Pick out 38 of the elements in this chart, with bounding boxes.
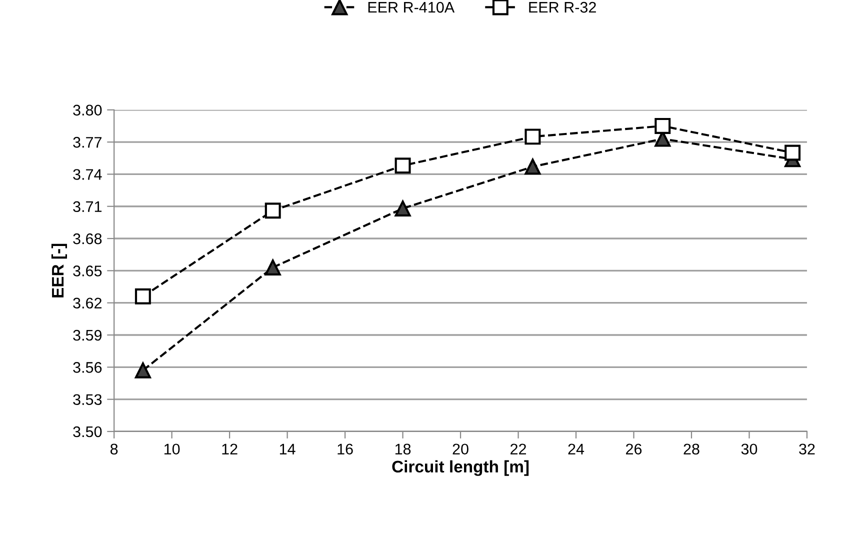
x-tick-label: 18 <box>395 444 411 455</box>
x-axis-title: Circuit length [m] <box>392 460 529 476</box>
point <box>654 118 671 134</box>
y-tick-label: 3.77 <box>73 136 102 148</box>
y-tick-label: 3.80 <box>73 104 102 116</box>
x-tick-label: 32 <box>799 444 815 455</box>
y-tick-label: 3.68 <box>73 233 102 244</box>
point <box>524 128 541 145</box>
legend-label: EER R-32 <box>529 2 596 13</box>
point <box>524 158 541 175</box>
y-tick-label: 3.56 <box>73 362 102 373</box>
point <box>394 158 411 174</box>
point <box>784 144 801 161</box>
x-tick-label: 26 <box>626 444 642 455</box>
y-tick-label: 3.50 <box>73 426 102 438</box>
point <box>394 200 411 216</box>
x-tick-label: 20 <box>452 444 468 455</box>
y-axis-title: EER [-] <box>51 244 67 298</box>
y-tick-label: 3.62 <box>73 298 102 309</box>
y-tick-label: 3.65 <box>73 266 102 276</box>
point <box>134 362 151 378</box>
x-tick-label: 12 <box>222 444 238 454</box>
x-tick-label: 24 <box>568 444 584 454</box>
point <box>264 202 281 219</box>
x-tick-label: 30 <box>741 444 758 455</box>
point <box>134 288 151 304</box>
x-tick-label: 28 <box>684 444 700 455</box>
x-tick-label: 22 <box>510 444 526 454</box>
y-tick-label: 3.59 <box>73 330 102 341</box>
x-tick-label: 10 <box>164 444 180 455</box>
y-tick-label: 3.74 <box>73 169 102 180</box>
point <box>264 259 281 276</box>
x-tick-label: 16 <box>338 444 353 455</box>
y-tick-label: 3.71 <box>73 201 102 212</box>
x-tick-label: 14 <box>280 444 296 454</box>
x-tick-label: 8 <box>110 444 118 455</box>
legend-label: EER R-410A <box>368 2 455 13</box>
y-tick-label: 3.53 <box>73 394 102 406</box>
